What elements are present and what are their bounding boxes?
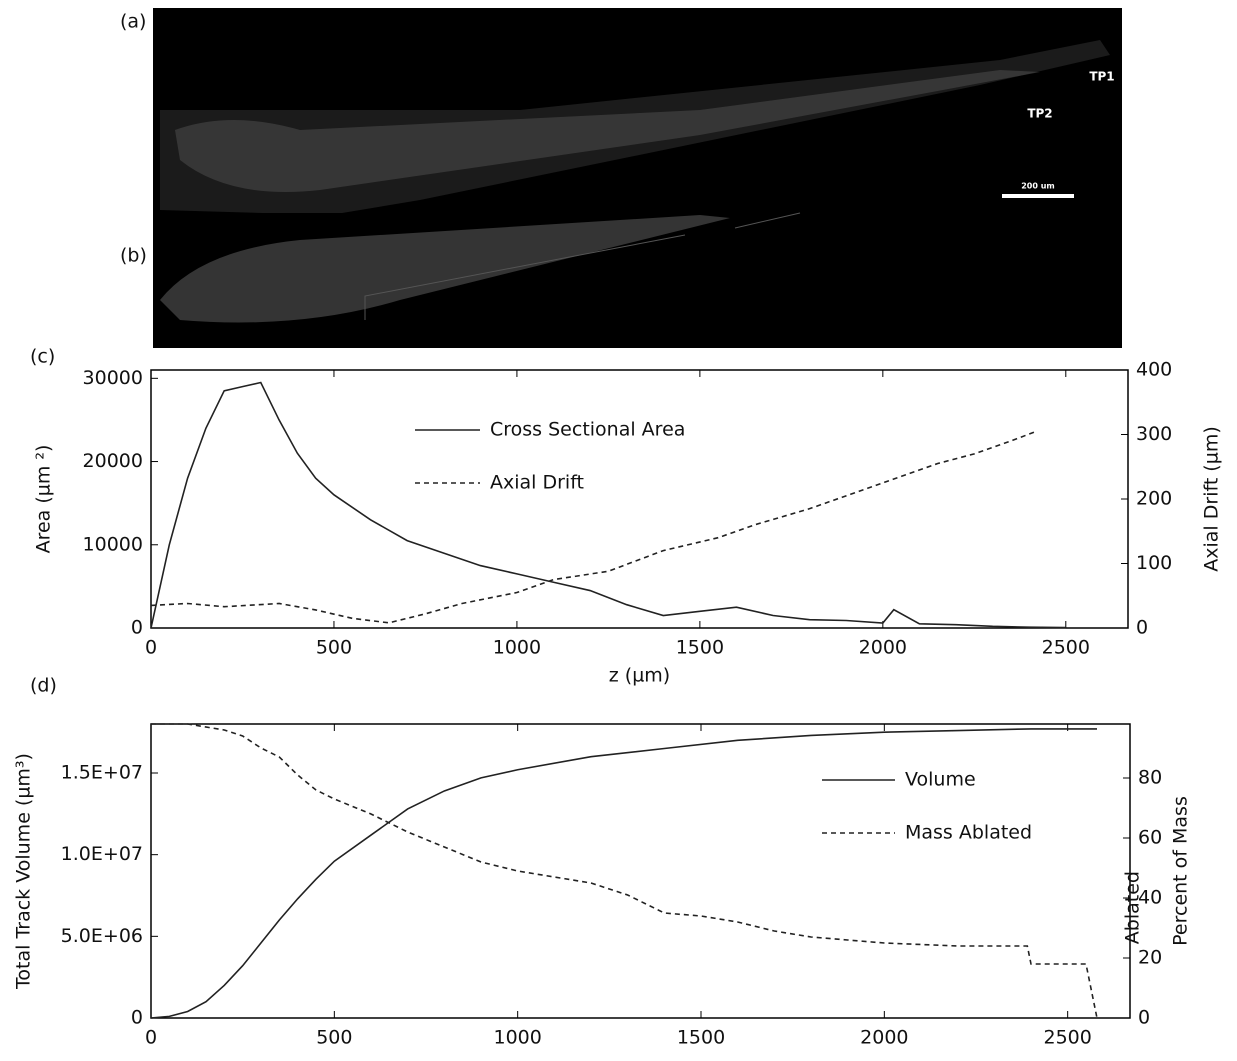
y2-tick-label: 80 — [1138, 767, 1162, 789]
x-tick-label: 1000 — [493, 637, 541, 659]
tp2-label: TP2 — [1027, 107, 1052, 121]
x-tick-label: 500 — [316, 637, 352, 659]
y2-axis-label: Axial Drift (µm) — [1201, 426, 1223, 571]
y-axis-label: Area (µm ²) — [33, 445, 55, 554]
x-tick-label: 1000 — [493, 1027, 541, 1049]
series-line — [151, 723, 1098, 1019]
micrograph-b — [153, 212, 1122, 348]
y-tick-label: 1.0E+07 — [61, 843, 143, 865]
y2-axis-label: Ablated — [1122, 871, 1144, 944]
x-tick-label: 500 — [316, 1027, 352, 1049]
x-axis-label: z (µm) — [609, 665, 670, 687]
tp1-label: TP1 — [1089, 70, 1114, 84]
micrograph-a: 200 um TP1 TP2 — [153, 8, 1122, 215]
y-tick-label: 0 — [131, 617, 143, 639]
y2-tick-label: 300 — [1136, 423, 1172, 445]
x-tick-label: 1500 — [677, 1027, 725, 1049]
y2-tick-label: 400 — [1136, 359, 1172, 381]
panel-label: (d) — [30, 675, 57, 697]
legend-label: Axial Drift — [490, 472, 584, 494]
panel-label: (c) — [30, 346, 55, 368]
y-tick-label: 10000 — [83, 533, 143, 555]
y-tick-label: 0 — [131, 1007, 143, 1029]
x-tick-label: 2000 — [859, 637, 907, 659]
y2-tick-label: 20 — [1138, 947, 1162, 969]
y-axis-label: Total Track Volume (µm³) — [13, 753, 35, 990]
legend-label: Mass Ablated — [905, 822, 1032, 844]
panel-label: (b) — [120, 245, 147, 267]
panel-label: (a) — [120, 11, 146, 33]
series-line — [150, 430, 1037, 624]
y2-axis-label: Percent of Mass — [1170, 796, 1192, 946]
legend-label: Cross Sectional Area — [490, 419, 685, 441]
x-tick-label: 0 — [145, 637, 157, 659]
y2-tick-label: 0 — [1138, 1007, 1150, 1029]
plot-frame — [150, 723, 1131, 1019]
legend-label: Volume — [905, 769, 976, 791]
x-tick-label: 2500 — [1042, 637, 1090, 659]
series-line — [150, 381, 1066, 629]
y2-tick-label: 0 — [1136, 617, 1148, 639]
plot-frame — [150, 369, 1129, 629]
x-tick-label: 1500 — [676, 637, 724, 659]
scale-bar-label: 200 um — [1021, 182, 1055, 191]
y-tick-label: 5.0E+06 — [61, 925, 143, 947]
y-tick-label: 20000 — [83, 450, 143, 472]
y2-tick-label: 60 — [1138, 827, 1162, 849]
x-tick-label: 2500 — [1043, 1027, 1091, 1049]
y-tick-label: 1.5E+07 — [61, 762, 143, 784]
y2-tick-label: 200 — [1136, 488, 1172, 510]
y2-tick-label: 100 — [1136, 552, 1172, 574]
series-line — [150, 728, 1097, 1019]
y-tick-label: 30000 — [83, 367, 143, 389]
x-tick-label: 2000 — [860, 1027, 908, 1049]
y2-tick-label: 40 — [1138, 887, 1162, 909]
x-tick-label: 0 — [145, 1027, 157, 1049]
